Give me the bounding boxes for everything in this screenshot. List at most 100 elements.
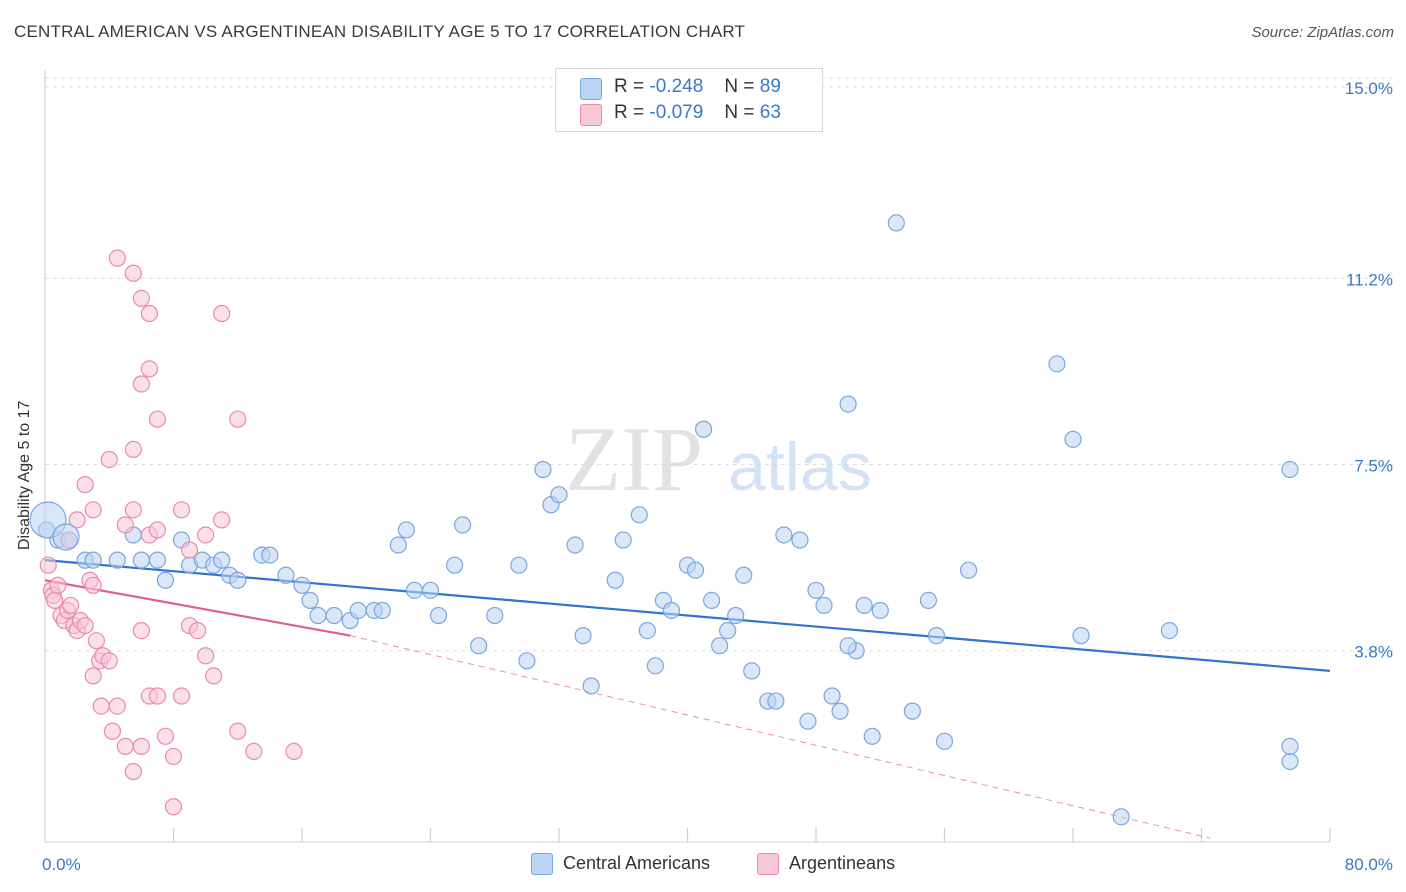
point-argentineans xyxy=(100,652,118,670)
stats-box: R = -0.248 N = 89 R = -0.079 N = 63 xyxy=(555,68,823,132)
point-argentineans xyxy=(100,450,118,469)
point-argentineans xyxy=(172,687,191,705)
pink-swatch xyxy=(580,104,602,126)
point-central-americans xyxy=(574,627,592,645)
point-argentineans xyxy=(140,304,159,323)
point-argentineans xyxy=(49,576,67,594)
point-central-americans xyxy=(301,591,319,610)
point-central-americans xyxy=(903,702,921,720)
point-central-americans xyxy=(454,516,472,534)
point-argentineans xyxy=(84,501,102,519)
point-central-americans xyxy=(389,536,407,554)
point-central-americans xyxy=(84,551,102,569)
point-central-americans xyxy=(919,591,938,610)
point-central-americans xyxy=(277,566,295,584)
point-argentineans xyxy=(213,304,231,323)
point-central-americans xyxy=(518,652,536,670)
point-central-americans xyxy=(421,581,440,599)
point-argentineans xyxy=(132,621,150,640)
point-central-americans xyxy=(156,571,175,589)
point-argentineans xyxy=(76,476,94,494)
x-tick-labels: 0.0% 80.0% xyxy=(42,855,1393,874)
y-tick-label: 11.2% xyxy=(1346,270,1393,289)
point-central-americans xyxy=(510,556,528,574)
point-central-americans xyxy=(293,576,311,594)
legend-blue-swatch xyxy=(531,853,553,875)
point-central-americans xyxy=(309,606,327,625)
blue-n-label: N = xyxy=(724,76,755,97)
point-argentineans xyxy=(197,647,215,665)
data-points xyxy=(29,214,1299,826)
trend-lines xyxy=(44,559,1331,839)
point-argentineans xyxy=(188,621,207,640)
point-central-americans xyxy=(927,627,946,645)
point-argentineans xyxy=(156,727,175,745)
point-argentineans xyxy=(108,249,126,267)
point-central-americans xyxy=(550,486,568,504)
point-argentineans xyxy=(172,501,191,519)
point-central-americans xyxy=(815,596,833,615)
point-argentineans xyxy=(124,762,142,781)
point-argentineans xyxy=(108,697,126,715)
point-argentineans xyxy=(132,737,150,755)
point-argentineans xyxy=(84,667,102,685)
point-argentineans xyxy=(87,632,106,650)
point-central-americans xyxy=(397,521,416,539)
point-argentineans xyxy=(197,526,215,544)
point-central-americans xyxy=(1072,627,1090,645)
trend-line-central-americans xyxy=(44,559,1331,672)
trend-line-argentineans-extension xyxy=(350,635,1211,839)
point-central-americans xyxy=(1160,621,1178,640)
point-central-americans xyxy=(405,581,424,599)
point-central-americans xyxy=(373,601,391,620)
point-central-americans xyxy=(486,606,504,625)
point-argentineans xyxy=(164,798,183,816)
pink-n-label: N = xyxy=(724,102,755,123)
x-tick-label: 0.0% xyxy=(42,855,81,874)
point-argentineans xyxy=(84,576,102,594)
point-central-americans xyxy=(791,531,809,549)
point-central-americans xyxy=(132,551,150,569)
point-argentineans xyxy=(245,742,263,761)
point-central-americans xyxy=(606,571,624,589)
legend-pink-label: Argentineans xyxy=(789,853,896,873)
point-central-americans xyxy=(429,606,448,625)
blue-r-label: R = xyxy=(614,76,645,97)
pink-r-label: R = xyxy=(614,102,645,123)
y-axis-title: Disability Age 5 to 17 xyxy=(16,400,33,550)
blue-r-value: -0.248 xyxy=(649,76,704,97)
point-central-americans xyxy=(534,460,552,479)
point-argentineans xyxy=(148,410,167,428)
point-argentineans xyxy=(76,616,94,635)
point-central-americans xyxy=(470,637,488,655)
point-argentineans xyxy=(132,375,150,393)
point-argentineans xyxy=(229,722,247,740)
point-central-americans xyxy=(261,546,279,564)
y-tick-label: 15.0% xyxy=(1345,79,1393,98)
y-tick-label: 7.5% xyxy=(1354,457,1393,476)
point-central-americans xyxy=(566,536,584,554)
x-tick-label: 80.0% xyxy=(1345,855,1393,874)
point-central-americans xyxy=(807,581,825,599)
point-central-americans xyxy=(52,523,80,551)
point-central-americans xyxy=(887,214,905,232)
point-central-americans xyxy=(871,601,889,620)
point-central-americans xyxy=(1281,752,1299,771)
point-central-americans xyxy=(863,727,881,745)
point-central-americans xyxy=(727,606,745,625)
point-central-americans xyxy=(702,591,721,610)
point-argentineans xyxy=(180,541,199,559)
point-argentineans xyxy=(140,360,159,378)
point-central-americans xyxy=(831,702,849,720)
blue-n-value: 89 xyxy=(759,76,781,97)
point-central-americans xyxy=(349,601,367,620)
point-central-americans xyxy=(445,556,464,574)
source-label: Source: ZipAtlas.com xyxy=(1251,24,1394,41)
point-argentineans xyxy=(124,501,142,519)
blue-swatch xyxy=(580,78,602,100)
watermark: ZIP atlas xyxy=(565,408,872,510)
point-central-americans xyxy=(1064,430,1082,448)
point-argentineans xyxy=(92,697,110,715)
point-central-americans xyxy=(638,621,656,640)
legend-pink-swatch xyxy=(757,853,779,875)
